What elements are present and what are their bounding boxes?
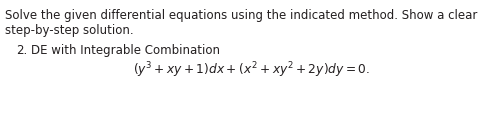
Text: step-by-step solution.: step-by-step solution.	[5, 24, 134, 37]
Text: Solve the given differential equations using the indicated method. Show a clear: Solve the given differential equations u…	[5, 9, 477, 22]
Text: $(y^3+xy+1)dx+(x^2+xy^2+2y)dy=0.$: $(y^3+xy+1)dx+(x^2+xy^2+2y)dy=0.$	[133, 60, 370, 80]
Text: 2.: 2.	[17, 44, 28, 57]
Text: DE with Integrable Combination: DE with Integrable Combination	[31, 44, 220, 57]
